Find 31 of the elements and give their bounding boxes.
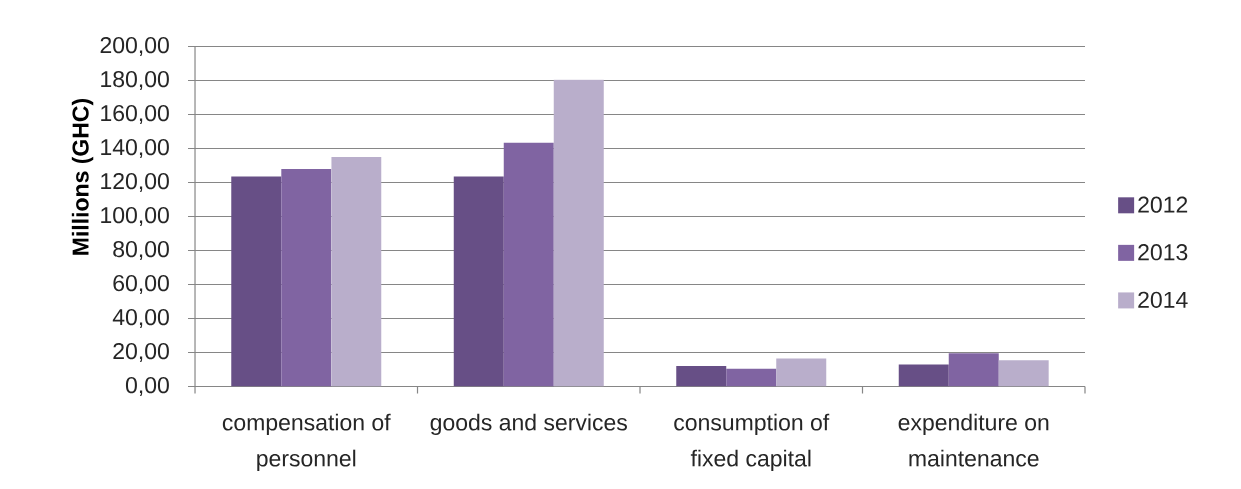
bar bbox=[503, 142, 554, 387]
bar bbox=[726, 368, 777, 387]
bar bbox=[553, 79, 604, 387]
legend-label: 2014 bbox=[1138, 291, 1188, 308]
bar bbox=[331, 156, 382, 387]
x-tick-label: consumption of fixed capital bbox=[674, 413, 830, 472]
y-tick-label: 40,00 bbox=[112, 308, 169, 328]
bar bbox=[453, 176, 504, 387]
y-tick-label: 100,00 bbox=[101, 206, 169, 226]
y-tick-label: 120,00 bbox=[101, 172, 169, 192]
legend-label: 2012 bbox=[1138, 196, 1188, 213]
y-axis-title: Millions (GHC) bbox=[71, 98, 94, 255]
bar bbox=[776, 358, 827, 387]
y-tick-label: 80,00 bbox=[113, 240, 169, 260]
bar bbox=[231, 176, 282, 387]
bar bbox=[281, 168, 332, 387]
y-tick-label: 200,00 bbox=[100, 36, 169, 56]
bar bbox=[898, 364, 949, 387]
bar bbox=[676, 366, 727, 387]
x-tick-label: goods and services bbox=[430, 413, 627, 436]
bar bbox=[998, 360, 1049, 387]
y-tick-label: 20,00 bbox=[113, 342, 169, 362]
x-tick-label: expenditure on maintenance bbox=[898, 413, 1049, 467]
y-tick-label: 160,00 bbox=[101, 104, 169, 124]
y-tick-label: 140,00 bbox=[101, 138, 169, 158]
legend-label: 2013 bbox=[1138, 244, 1188, 261]
y-tick-label: 60,00 bbox=[113, 274, 169, 294]
y-tick-label: 180,00 bbox=[101, 70, 169, 90]
x-tick-label: compensation of personnel bbox=[222, 413, 391, 472]
y-tick-label: 0,00 bbox=[125, 376, 169, 396]
bar bbox=[948, 353, 999, 387]
